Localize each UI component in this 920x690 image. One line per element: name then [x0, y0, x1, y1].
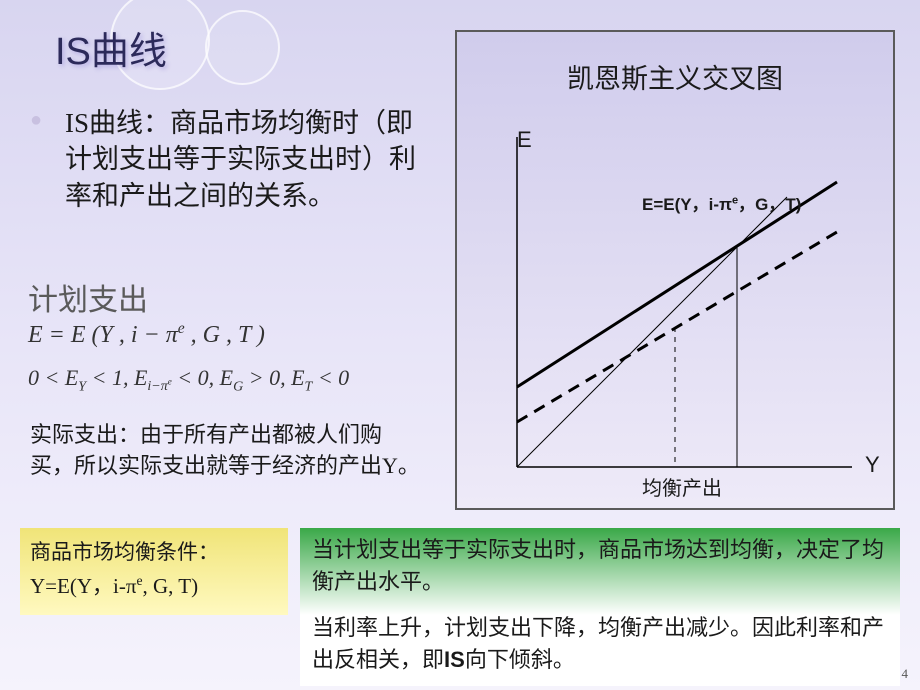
keynesian-cross-chart: 凯恩斯主义交叉图 E Y E=E(Y，i-πe，G，T) 均衡产出: [455, 30, 895, 510]
equilibrium-condition-box: 商品市场均衡条件： Y=E(Y，i-πe, G, T): [20, 528, 288, 615]
definition-text: IS曲线：商品市场均衡时（即计划支出等于实际支出时）利率和产出之间的关系。: [65, 105, 430, 214]
green-p2: 当利率上升，计划支出下降，均衡产出减少。因此利率和产出反相关，即IS向下倾斜。: [312, 612, 888, 676]
x-axis-label: Y: [865, 452, 880, 478]
decor-circle-small: [205, 10, 280, 85]
formula-partials: 0 < EY < 1, Ei−πe < 0, EG > 0, ET < 0: [28, 365, 349, 395]
y-axis-label: E: [517, 127, 532, 153]
expenditure-line-lower: [517, 232, 837, 422]
explanation-box: 当计划支出等于实际支出时，商品市场达到均衡，决定了均衡产出水平。 当利率上升，计…: [300, 528, 900, 686]
definition-block: IS曲线：商品市场均衡时（即计划支出等于实际支出时）利率和产出之间的关系。: [35, 105, 430, 214]
green-p1: 当计划支出等于实际支出时，商品市场达到均衡，决定了均衡产出水平。: [312, 534, 888, 598]
formula-planned-expenditure: E = E (Y , i − πe , G , T ): [28, 320, 265, 349]
chart-svg: [507, 122, 867, 492]
sub-heading: 计划支出: [28, 275, 148, 319]
yellow-line2: Y=E(Y，i-πe, G, T): [30, 570, 278, 604]
line-45deg: [517, 197, 787, 467]
page-number: 4: [902, 666, 909, 682]
equilibrium-output-label: 均衡产出: [642, 472, 722, 501]
yellow-line1: 商品市场均衡条件：: [30, 536, 278, 570]
page-title: IS曲线: [55, 20, 167, 75]
actual-expenditure-text: 实际支出：由于所有产出都被人们购买，所以实际支出就等于经济的产出Y。: [30, 420, 420, 482]
chart-title: 凯恩斯主义交叉图: [457, 57, 893, 96]
line-equation-label: E=E(Y，i-πe，G，T): [642, 190, 801, 215]
